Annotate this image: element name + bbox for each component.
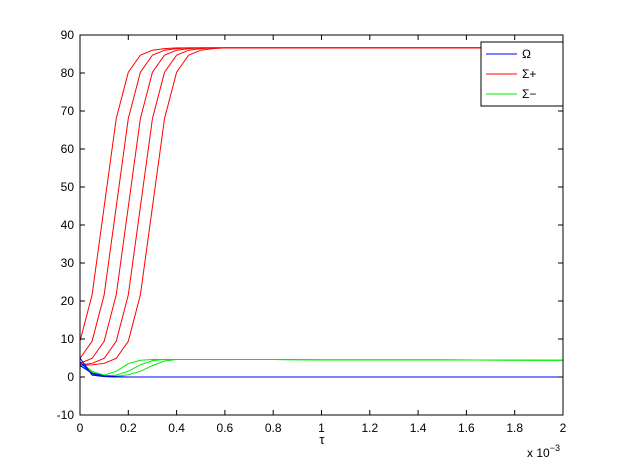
x-axis-label: τ bbox=[319, 432, 325, 447]
x-tick-label: 1.2 bbox=[361, 421, 378, 435]
x-tick-label: 1.8 bbox=[506, 421, 523, 435]
series-line bbox=[79, 365, 563, 378]
x-tick-label: 1 bbox=[318, 421, 325, 435]
y-tick-label: 0 bbox=[67, 370, 74, 384]
x-tick-label: 1.6 bbox=[458, 421, 475, 435]
y-tick-label: 30 bbox=[61, 256, 75, 270]
y-tick-label: 10 bbox=[61, 332, 75, 346]
legend-label: Σ− bbox=[522, 87, 536, 101]
y-tick-label: 90 bbox=[61, 28, 75, 42]
legend-label: Ω bbox=[522, 47, 531, 61]
y-tick-label: 40 bbox=[61, 218, 75, 232]
legend-label: Σ+ bbox=[522, 67, 536, 81]
y-tick-label: 60 bbox=[61, 142, 75, 156]
legend-box bbox=[480, 41, 564, 107]
y-tick-label: 50 bbox=[61, 180, 75, 194]
x-tick-label: 0.8 bbox=[265, 421, 282, 435]
y-tick-label: 70 bbox=[61, 104, 75, 118]
y-tick-label: -10 bbox=[57, 408, 75, 422]
plot-area bbox=[79, 47, 564, 378]
x-tick-label: 2 bbox=[560, 421, 567, 435]
x-multiplier-base: x 10 bbox=[527, 446, 550, 460]
x-multiplier: x 10−3 bbox=[527, 443, 560, 460]
x-tick-label: 1.4 bbox=[410, 421, 427, 435]
y-tick-label: 80 bbox=[61, 66, 75, 80]
legend: Ω Σ+ Σ− bbox=[480, 41, 564, 107]
x-tick-label: 0.4 bbox=[168, 421, 185, 435]
x-tick-label: 0.2 bbox=[120, 421, 137, 435]
x-multiplier-exponent: −3 bbox=[550, 443, 560, 453]
x-tick-label: 0 bbox=[77, 421, 84, 435]
x-tick-label: 0.6 bbox=[217, 421, 234, 435]
series-line bbox=[79, 47, 563, 366]
y-tick-label: 20 bbox=[61, 294, 75, 308]
